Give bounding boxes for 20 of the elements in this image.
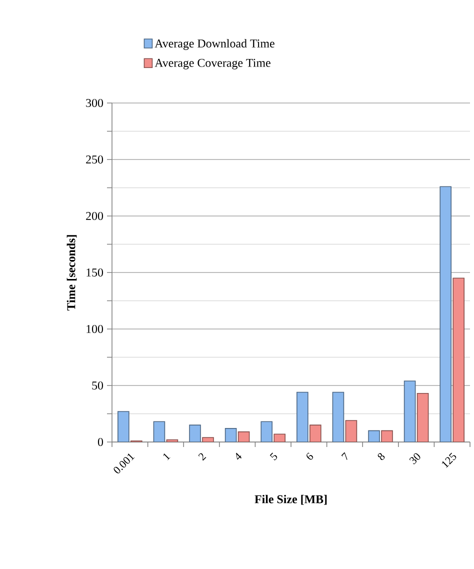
x-tick-label: 6 <box>306 452 314 460</box>
x-tick-label: 4 <box>236 452 242 460</box>
y-tick-label: 200 <box>86 212 104 220</box>
x-axis-title: File Size [MB] <box>254 494 327 505</box>
x-tick-label: 7 <box>341 452 348 460</box>
x-tick-label: 30 <box>409 453 420 464</box>
legend-label: Average Download Time <box>154 39 274 50</box>
x-tick-label: 8 <box>378 453 385 460</box>
y-tick-label: 150 <box>86 268 104 277</box>
y-axis-title: Time [seconds] <box>66 235 77 311</box>
y-tick-label: 0 <box>98 438 104 446</box>
legend-label: Average Coverage Time <box>154 58 270 70</box>
x-tick-label: 5 <box>270 452 278 460</box>
x-tick-label: 125 <box>442 452 456 468</box>
y-tick-label: 50 <box>92 381 104 390</box>
y-tick-label: 250 <box>86 155 104 164</box>
x-tick-label: 1 <box>163 453 170 460</box>
x-tick-label: 2 <box>198 453 206 461</box>
y-tick-label: 300 <box>86 98 104 108</box>
y-tick-label: 100 <box>86 324 104 334</box>
